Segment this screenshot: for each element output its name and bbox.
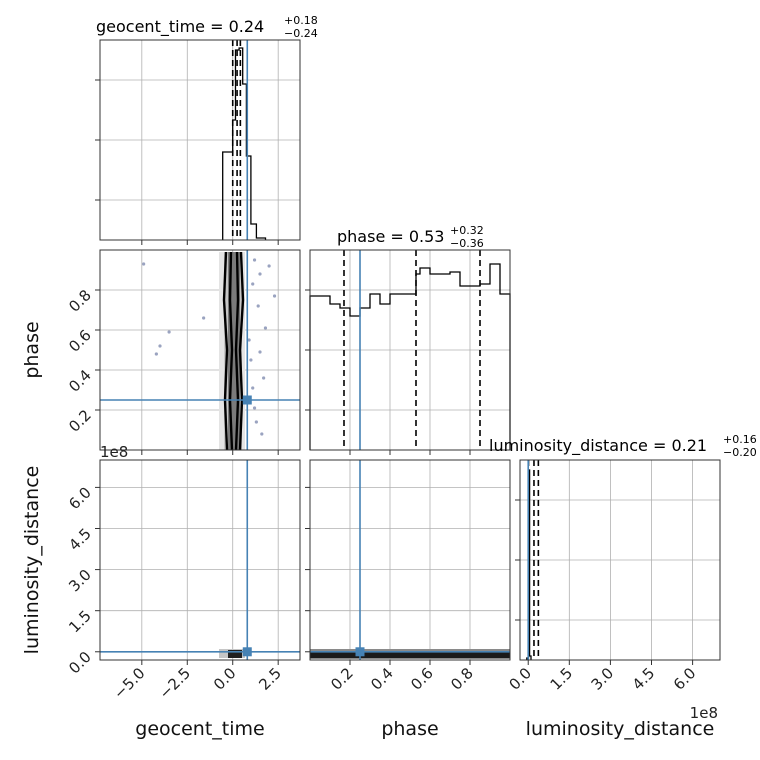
ylabel-phase: phase [21,321,43,378]
scatter-point [158,344,162,348]
grid-phase-vs-luminosity-distance [310,460,510,660]
frame-phase-vs-luminosity-distance [309,459,511,661]
density-phase-vs-luminosity-distance [310,649,510,659]
grid-luminosity-distance-hist [520,460,720,660]
histogram-geocent-time [222,47,267,240]
ticks-phase-hist [305,289,471,455]
tick-label-x: 3.0 [588,664,618,694]
scatter-point [258,350,262,354]
tick-label-x: 6.0 [670,664,700,694]
title-phase: phase = 0.53 [337,227,444,246]
ticks-geocent-time-vs-phase: 0.2 0.4 0.6 0.8 [65,286,279,455]
tick-label-y: 3.0 [65,566,95,596]
tick-label-x: 2.5 [255,664,285,694]
scatter-point [154,352,158,356]
scatter-point [260,432,264,436]
density-geocent-time-vs-luminosity-distance [219,649,245,658]
contour-outer [222,251,245,451]
quantile-lines-phase [343,250,481,450]
tick-label-x: −5.0 [110,664,148,702]
ticks-geocent-time-hist [95,79,279,245]
xlabel-geocent-time: geocent_time [135,718,264,740]
ticks-geocent-time-vs-luminosity-distance: −5.0 −2.5 0.0 2.5 0.0 1.5 3.0 4.5 6.0 [65,483,285,702]
scatter-point [247,338,251,342]
xlabel-luminosity-distance: luminosity_distance [526,718,715,740]
offset-label-luminosity-distance-x: 1e8 [690,704,718,722]
tick-label-y: 0.0 [65,648,95,678]
tick-label-y: 0.2 [65,406,95,436]
panel-geocent-time-hist: geocent_time = 0.24 +0.18 −0.24 [95,14,318,245]
tick-label-x: 0.6 [407,664,437,694]
density-geocent-time-vs-phase [219,251,245,451]
panel-phase-hist: phase = 0.53 +0.32 −0.36 [305,224,511,455]
title-geocent-time-minus: −0.24 [284,27,318,40]
tick-label-x: 0.4 [367,664,397,694]
tick-label-y: 6.0 [65,483,95,513]
ylabel-luminosity-distance: luminosity_distance [21,466,43,655]
title-geocent-time: geocent_time = 0.24 [96,17,264,37]
tick-label-y: 4.5 [65,525,95,555]
tick-label-y: 1.5 [65,607,95,637]
scatter-point [256,304,260,308]
panel-geocent-time-vs-luminosity-distance: −5.0 −2.5 0.0 2.5 0.0 1.5 3.0 4.5 6.0 1e8 [65,443,301,703]
scatter-point [252,258,257,262]
scatter-point [262,376,266,380]
scatter-point [272,294,277,298]
scatter-geocent-time-vs-phase [142,258,277,436]
grid-geocent-time-vs-luminosity-distance [100,460,300,660]
tick-label-y: 0.6 [65,326,95,356]
title-phase-minus: −0.36 [450,237,484,250]
scatter-point [202,316,206,320]
panel-phase-vs-luminosity-distance: 0.2 0.4 0.6 0.8 [305,459,511,694]
truth-marker-phase-vs-luminosity-distance [355,647,365,657]
scatter-point [167,330,171,334]
quantile-lines-geocent-time [231,40,242,240]
truth-marker-geocent-time-vs-phase [242,395,252,405]
title-luminosity-distance-minus: −0.20 [723,446,757,459]
scatter-point [251,282,255,286]
title-luminosity-distance-plus: +0.16 [723,433,757,446]
frame-geocent-time-vs-luminosity-distance [99,459,301,661]
panel-luminosity-distance-hist: 0.0 1.5 3.0 4.5 6.0 luminosity_distance = 0.… [489,433,757,722]
panel-geocent-time-vs-phase: 0.2 0.4 0.6 0.8 [65,249,301,455]
tick-label-x: 4.5 [629,664,659,694]
title-luminosity-distance: luminosity_distance = 0.21 [489,436,707,456]
tick-label-y: 0.4 [65,366,95,396]
tick-label-x: −2.5 [156,664,194,702]
offset-label-luminosity-distance-y: 1e8 [100,443,128,461]
ticks-phase-vs-luminosity-distance: 0.2 0.4 0.6 0.8 [305,486,477,694]
grid-geocent-time-vs-phase [100,250,300,450]
grid-geocent-time-hist [100,40,300,240]
truth-marker-geocent-time-vs-luminosity-distance [242,647,252,657]
title-geocent-time-plus: +0.18 [284,14,318,27]
title-phase-plus: +0.32 [450,224,484,237]
scatter-point [254,420,258,424]
tick-label-x: 0.0 [505,664,535,694]
tick-label-x: 0.2 [327,664,357,694]
scatter-point [263,326,268,330]
density-inner [228,650,242,658]
frame-geocent-time-vs-phase [99,249,301,451]
ticks-luminosity-distance-hist: 0.0 1.5 3.0 4.5 6.0 [505,499,700,694]
tick-label-x: 0.8 [447,664,477,694]
scatter-point [142,262,146,266]
scatter-point [267,264,271,268]
tick-label-x: 1.5 [547,664,577,694]
scatter-point [249,358,253,362]
contour-inner [228,251,240,451]
scatter-point [251,386,255,390]
scatter-point [252,406,257,410]
tick-label-y: 0.8 [65,286,95,316]
scatter-point [258,272,262,276]
density-inner [310,651,510,658]
xlabel-phase: phase [381,718,438,740]
tick-label-x: 0.0 [210,664,240,694]
